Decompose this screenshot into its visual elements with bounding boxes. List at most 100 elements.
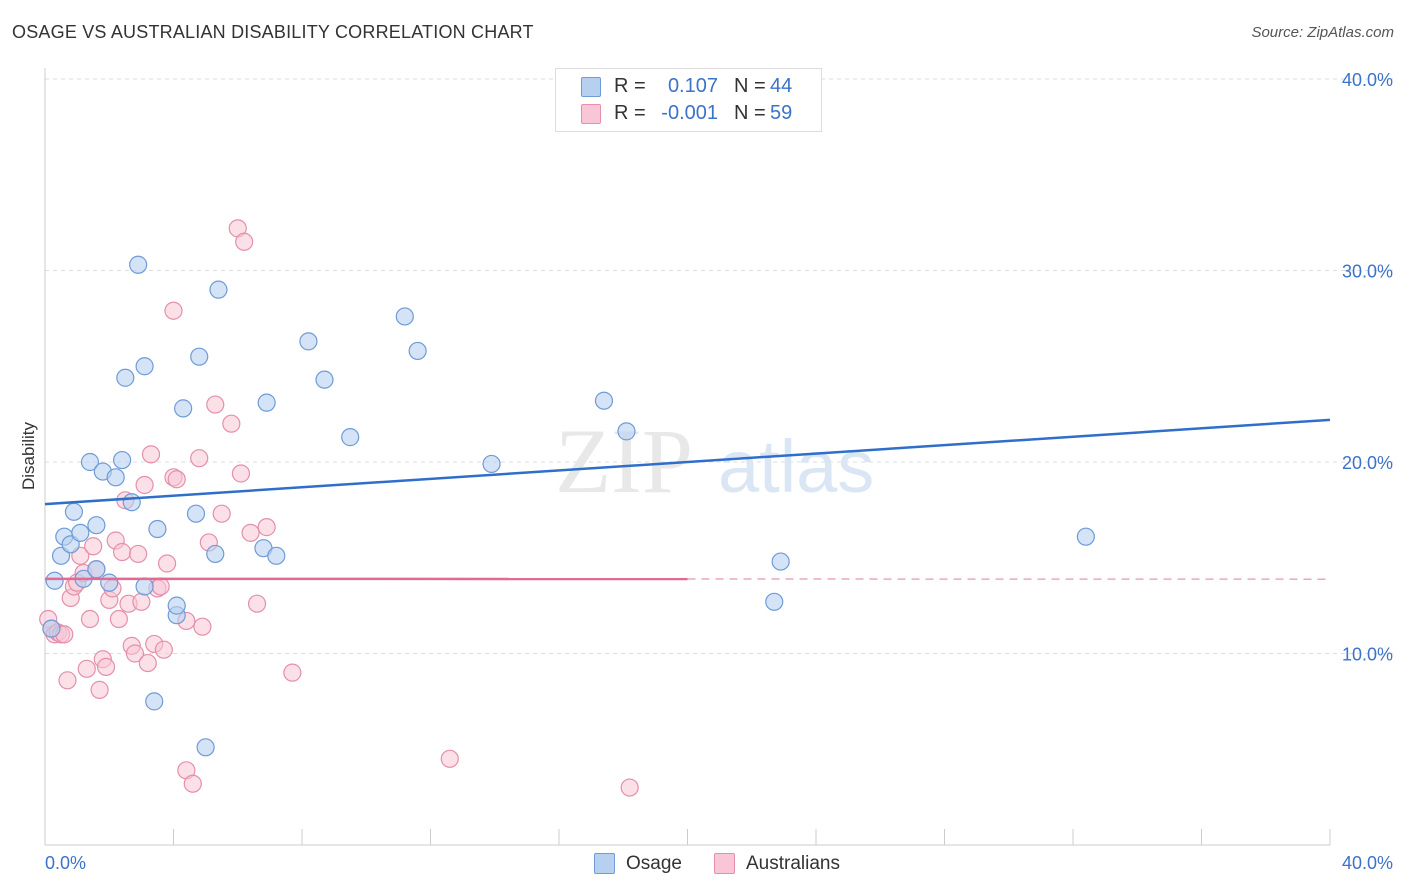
x-tick-label-min: 0.0% [45, 853, 86, 873]
y-tick-label: 10.0% [1342, 645, 1393, 665]
australians-point [193, 617, 212, 636]
legend-australians-label: Australians [746, 853, 840, 874]
australians-point [129, 544, 148, 564]
australians-point [132, 592, 151, 611]
x-tick-labels: 0.0% 40.0% [45, 853, 1393, 873]
osage-point [196, 738, 215, 757]
osage-point [299, 332, 318, 351]
osage-point [112, 450, 132, 470]
australians-point [222, 414, 241, 433]
osage-point [45, 571, 64, 590]
australians-n-value: 59 [770, 102, 793, 124]
australians-r-value: -0.001 [661, 102, 718, 124]
australians-point [183, 774, 202, 793]
osage-point [482, 454, 501, 474]
osage-point [765, 592, 784, 611]
australians-point [112, 542, 132, 562]
axes [44, 68, 1331, 846]
y-axis-title: Disability [19, 421, 38, 490]
y-tick-label: 40.0% [1342, 70, 1393, 90]
australians-point [241, 523, 260, 542]
australians-n-label: N = [734, 102, 766, 124]
osage-point [135, 577, 154, 596]
osage-point [71, 523, 90, 542]
australians-point [125, 644, 145, 663]
osage-point [267, 546, 286, 565]
y-tick-label: 20.0% [1342, 453, 1393, 473]
australians-swatch [581, 104, 601, 124]
stats-row-osage: R = 0.107 N = 44 [556, 73, 821, 101]
australians-point [212, 504, 231, 523]
australians-point [90, 680, 109, 699]
grid-lines [45, 78, 1395, 654]
australians-point [96, 657, 116, 677]
australians-point [135, 475, 154, 495]
osage-point [209, 280, 228, 299]
osage-n-label: N = [734, 75, 766, 97]
osage-r-label: R = [614, 75, 646, 97]
osage-point [257, 393, 276, 412]
y-tick-labels: 10.0% 20.0% 30.0% 40.0% [1342, 70, 1393, 665]
osage-point [206, 544, 225, 564]
osage-point [80, 452, 100, 472]
osage-point [87, 516, 106, 535]
osage-r-value: 0.107 [667, 75, 718, 97]
australians-point [84, 537, 103, 556]
osage-trend-line [44, 418, 1331, 506]
legend-osage-swatch [594, 853, 615, 874]
chart-title: OSAGE VS AUSTRALIAN DISABILITY CORRELATI… [12, 22, 534, 42]
osage-point [42, 619, 61, 638]
australians-point [164, 301, 183, 320]
osage-point [87, 560, 106, 579]
australians-point [206, 395, 225, 414]
australians-point [80, 609, 100, 629]
osage-point [100, 573, 119, 592]
x-tick-label-max: 40.0% [1342, 853, 1393, 873]
australians-point [235, 232, 254, 251]
stats-legend-box: R = 0.107 N = 44 R = -0.001 N = 59 [555, 68, 822, 132]
osage-swatch [581, 77, 601, 97]
osage-point [106, 468, 125, 487]
osage-point [145, 692, 164, 711]
stats-row-australians: R = -0.001 N = 59 [556, 100, 821, 128]
australians-point [154, 640, 173, 659]
australians-point [620, 778, 639, 797]
osage-point [186, 504, 206, 523]
osage-point [617, 422, 636, 441]
osage-point [1076, 527, 1095, 546]
australians-r-label: R = [614, 102, 646, 124]
australians-point [247, 594, 267, 613]
osage-point [174, 399, 193, 418]
australians-point [440, 749, 459, 768]
osage-point [315, 370, 334, 389]
australians-point [109, 609, 128, 629]
osage-point [408, 341, 427, 361]
australians-point [157, 554, 177, 573]
trend-lines [44, 418, 1331, 581]
osage-point [122, 493, 141, 512]
osage-point [771, 552, 790, 571]
source-label: Source: ZipAtlas.com [1251, 24, 1394, 41]
australians-point [190, 449, 209, 468]
legend-australians-swatch [714, 853, 735, 874]
watermark-atlas: atlas [718, 425, 874, 508]
australians-point [141, 445, 161, 464]
australians-point [283, 663, 302, 682]
osage-point [341, 428, 360, 447]
osage-n-value: 44 [770, 75, 793, 97]
osage-point [167, 596, 186, 615]
osage-point [135, 357, 154, 376]
legend-osage-label: Osage [626, 853, 682, 874]
australians-point [138, 653, 157, 673]
australians-point [151, 577, 170, 596]
osage-point [594, 391, 614, 410]
y-tick-label: 30.0% [1342, 262, 1393, 282]
australians-point [77, 659, 96, 678]
osage-point [148, 519, 167, 539]
australians-point [167, 470, 186, 489]
osage-point [129, 255, 148, 274]
australians-point [257, 518, 276, 537]
osage-point [64, 502, 84, 521]
osage-point [190, 347, 209, 366]
